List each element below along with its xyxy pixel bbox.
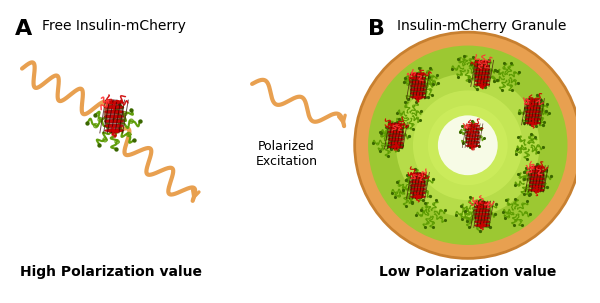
Ellipse shape [388,123,403,126]
Ellipse shape [388,142,403,145]
Ellipse shape [104,110,124,114]
Ellipse shape [388,145,403,148]
Circle shape [396,74,539,217]
Ellipse shape [410,195,425,198]
Ellipse shape [388,131,403,133]
Text: B: B [368,19,385,39]
Text: High Polarization value: High Polarization value [20,265,202,279]
Ellipse shape [475,220,490,223]
Ellipse shape [475,68,490,71]
Ellipse shape [526,118,541,121]
Ellipse shape [410,172,426,199]
Ellipse shape [475,79,490,82]
Ellipse shape [465,123,480,148]
Ellipse shape [410,81,425,84]
Circle shape [355,32,581,258]
Ellipse shape [410,177,425,179]
Ellipse shape [466,131,479,134]
Ellipse shape [529,178,544,180]
Ellipse shape [410,73,425,76]
Ellipse shape [475,217,490,219]
Ellipse shape [410,173,425,176]
Ellipse shape [529,170,544,173]
Text: Low Polarization value: Low Polarization value [379,265,556,279]
Ellipse shape [410,188,425,191]
Ellipse shape [104,99,125,134]
Ellipse shape [529,181,544,184]
Ellipse shape [104,115,124,118]
Ellipse shape [474,60,491,87]
Ellipse shape [104,119,124,123]
Ellipse shape [475,201,490,205]
Ellipse shape [410,96,425,98]
Ellipse shape [529,189,544,191]
Text: Free Insulin-mCherry: Free Insulin-mCherry [42,19,186,33]
Ellipse shape [388,138,403,141]
Ellipse shape [104,124,124,128]
Ellipse shape [410,72,426,100]
Ellipse shape [529,174,544,176]
Circle shape [413,90,523,200]
Ellipse shape [529,166,544,169]
Ellipse shape [104,129,124,132]
Circle shape [368,45,568,245]
Ellipse shape [475,213,490,216]
Ellipse shape [104,105,124,109]
Ellipse shape [466,145,479,147]
Ellipse shape [526,103,541,106]
Text: A: A [16,19,32,39]
Ellipse shape [388,127,403,130]
Ellipse shape [524,98,541,125]
Ellipse shape [529,165,545,193]
Ellipse shape [475,205,490,208]
Circle shape [428,105,508,185]
Ellipse shape [475,61,490,64]
Ellipse shape [466,135,479,137]
Ellipse shape [410,92,425,95]
Ellipse shape [526,99,541,102]
Ellipse shape [466,141,479,144]
Ellipse shape [410,88,425,91]
Ellipse shape [526,114,541,117]
Ellipse shape [475,65,490,67]
Text: Polarized
Excitation: Polarized Excitation [256,141,317,168]
Ellipse shape [475,209,490,212]
Ellipse shape [474,201,491,228]
Ellipse shape [466,138,479,140]
Ellipse shape [475,83,490,86]
Ellipse shape [410,77,425,80]
Ellipse shape [475,72,490,75]
Circle shape [438,115,498,175]
Ellipse shape [410,191,425,195]
Ellipse shape [388,134,403,137]
Ellipse shape [526,107,541,109]
Ellipse shape [466,128,479,130]
Ellipse shape [410,180,425,183]
Ellipse shape [526,110,541,113]
Ellipse shape [388,122,404,149]
Ellipse shape [475,224,490,227]
Ellipse shape [104,101,124,104]
Text: Insulin-mCherry Granule: Insulin-mCherry Granule [397,19,566,33]
Ellipse shape [526,122,541,124]
Ellipse shape [410,85,425,87]
Ellipse shape [466,124,479,127]
Ellipse shape [529,185,544,188]
Ellipse shape [410,184,425,187]
Ellipse shape [475,76,490,78]
